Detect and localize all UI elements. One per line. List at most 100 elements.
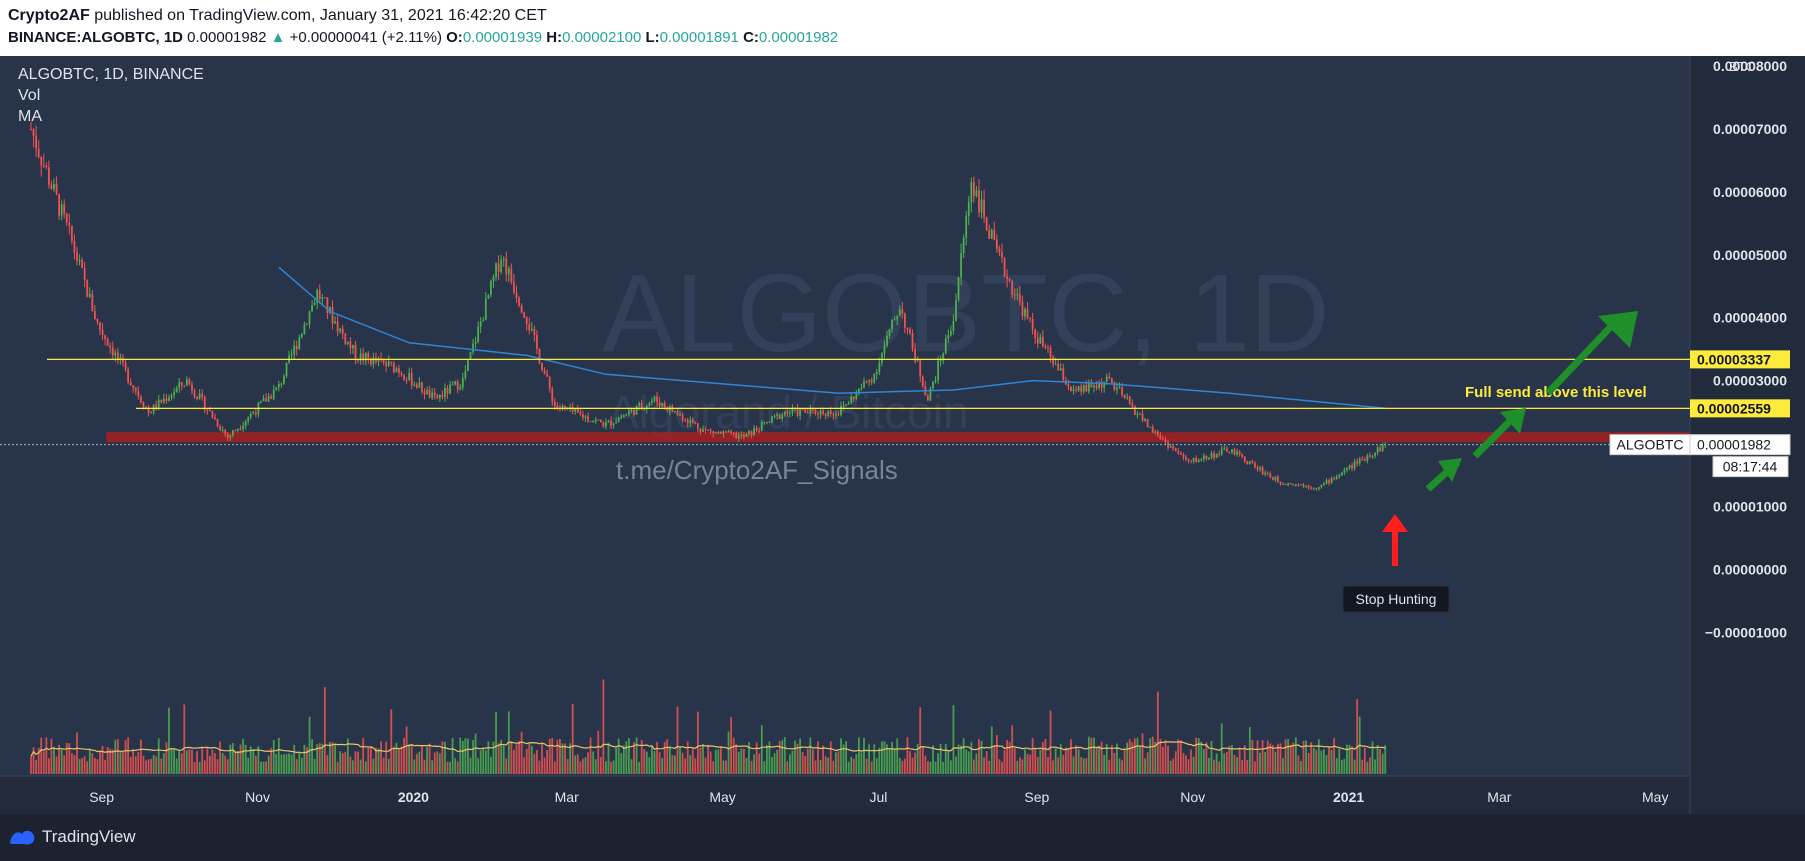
volume-bar <box>395 742 398 774</box>
candle-body <box>970 181 973 203</box>
volume-bar <box>523 757 526 774</box>
candle-body <box>129 381 132 386</box>
volume-bar <box>53 746 55 774</box>
volume-bar <box>845 741 848 774</box>
candle-body <box>630 409 633 412</box>
author-name[interactable]: Crypto2AF <box>8 7 90 24</box>
candle-body <box>914 348 917 362</box>
volume-bar <box>863 737 865 774</box>
candle-body <box>1282 483 1284 485</box>
chart-canvas[interactable]: ALGOBTC, 1D Algorand / Bitcoin t.me/Cryp… <box>0 56 1805 814</box>
level-lower-tag[interactable]: 0.00002559 <box>1690 399 1790 418</box>
candle-body <box>109 345 112 348</box>
level-upper-tag[interactable]: 0.00003337 <box>1690 350 1790 369</box>
candle-body <box>1246 461 1249 465</box>
candle-body <box>829 410 832 414</box>
candle-body <box>1325 480 1328 484</box>
volume-bar <box>331 741 334 774</box>
candle-body <box>842 405 845 407</box>
volume-bar <box>55 756 58 774</box>
candle-body <box>720 431 722 434</box>
volume-bar <box>697 711 699 774</box>
stop-hunting-label[interactable]: Stop Hunting <box>1342 585 1450 613</box>
candle-body <box>1077 386 1080 391</box>
volume-bar <box>219 741 221 774</box>
volume-bar <box>597 730 600 774</box>
volume-bar <box>1031 737 1034 774</box>
volume-bar <box>321 743 324 774</box>
volume-bar <box>1154 741 1157 774</box>
candle-body <box>267 396 270 402</box>
candle-body <box>1300 484 1302 486</box>
candle-body <box>433 392 436 396</box>
volume-bar <box>311 739 313 774</box>
volume-bar <box>525 748 528 774</box>
last-price-value: 0.00001982 <box>1697 437 1771 453</box>
candle-body <box>656 396 658 403</box>
volume-bar <box>1292 742 1295 774</box>
stop-hunting-box <box>1342 585 1450 613</box>
last-price-tag[interactable]: 0.00001982 <box>1689 434 1791 456</box>
volume-bar <box>1297 755 1300 774</box>
volume-bar <box>86 761 89 774</box>
candle-body <box>942 353 945 361</box>
volume-bar <box>594 759 597 774</box>
tradingview-brand[interactable]: TradingView <box>42 827 136 846</box>
volume-bar <box>605 761 607 774</box>
candle-body <box>939 360 942 362</box>
volume-bar <box>1064 747 1067 774</box>
candle-body <box>1353 461 1356 469</box>
volume-bar <box>354 751 357 774</box>
volume-bar <box>1075 745 1077 774</box>
volume-bar <box>410 743 413 774</box>
candle-body <box>247 417 250 422</box>
candle-body <box>1335 476 1338 479</box>
volume-bar <box>449 761 451 774</box>
volume-bar <box>1185 755 1187 774</box>
time-scale-panel[interactable] <box>0 776 1690 814</box>
legend-symbol[interactable]: ALGOBTC, 1D, BINANCE <box>18 66 204 83</box>
candle-body <box>753 428 756 436</box>
candle-body <box>806 412 809 414</box>
symbol-tag[interactable]: ALGOBTC <box>1609 434 1691 456</box>
candle-body <box>926 395 929 401</box>
volume-bar <box>978 739 980 774</box>
candle-body <box>1018 294 1021 302</box>
candle-body <box>344 333 347 344</box>
volume-bar <box>1080 757 1083 774</box>
volume-bar <box>1077 749 1080 774</box>
volume-bar <box>530 745 533 774</box>
candle-body <box>1006 276 1008 280</box>
volume-bar <box>139 739 142 774</box>
volume-bar <box>451 737 454 774</box>
volume-bar <box>898 757 901 774</box>
candle-body <box>346 341 349 344</box>
volume-bar <box>891 741 894 774</box>
volume-bar <box>73 754 76 774</box>
legend-ma[interactable]: MA <box>18 108 42 125</box>
candle-body <box>852 396 855 399</box>
candle-body <box>515 292 518 299</box>
chart-area[interactable]: ALGOBTC, 1D Algorand / Bitcoin t.me/Cryp… <box>0 56 1805 814</box>
volume-bar <box>479 750 482 774</box>
volume-bar <box>916 744 919 774</box>
volume-bar <box>1381 753 1384 774</box>
candle-body <box>58 193 61 216</box>
candle-body <box>983 199 985 218</box>
candle-body <box>1323 483 1325 485</box>
volume-bar <box>208 755 211 774</box>
candle-body <box>1093 385 1095 388</box>
candle-body <box>1172 446 1175 449</box>
candle-body <box>1379 447 1382 451</box>
volume-bar <box>633 742 635 774</box>
legend-volume[interactable]: Vol <box>18 87 41 104</box>
x-tick-label: Mar <box>555 789 579 805</box>
volume-bar <box>541 742 543 774</box>
volume-bar <box>801 751 804 774</box>
level-lower-tag-box <box>1690 399 1790 418</box>
volume-bar <box>234 750 237 774</box>
candle-body <box>957 277 960 300</box>
volume-bar <box>988 760 991 774</box>
arrow-3-shaft <box>1545 314 1623 396</box>
volume-bar <box>1144 758 1146 774</box>
